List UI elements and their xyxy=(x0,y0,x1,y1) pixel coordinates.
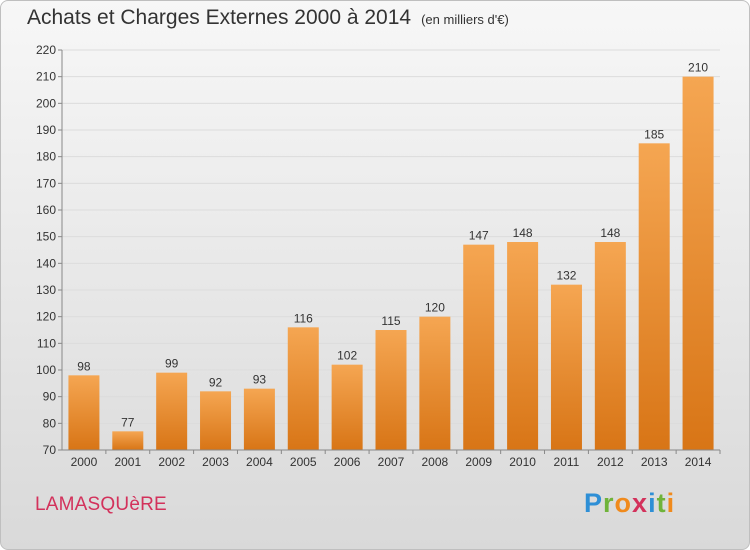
data-label: 210 xyxy=(688,61,708,75)
x-tick-label: 2000 xyxy=(71,455,98,469)
bar xyxy=(68,375,100,450)
data-label: 115 xyxy=(381,314,400,328)
y-tick-label: 70 xyxy=(43,443,57,457)
data-label: 148 xyxy=(513,226,533,240)
data-label: 102 xyxy=(337,349,357,363)
data-label: 185 xyxy=(644,127,664,141)
bar xyxy=(594,242,626,450)
y-tick-label: 190 xyxy=(36,123,56,137)
x-tick-label: 2002 xyxy=(158,455,185,469)
data-label: 148 xyxy=(600,226,620,240)
y-tick-label: 210 xyxy=(36,70,56,84)
y-tick-label: 110 xyxy=(37,336,56,350)
proxiti-logo: Proxiti xyxy=(584,488,675,519)
data-label: 116 xyxy=(294,311,313,325)
y-tick-label: 90 xyxy=(43,390,57,404)
logo-letter: i xyxy=(648,488,657,518)
y-tick-label: 140 xyxy=(36,256,56,270)
x-tick-label: 2008 xyxy=(422,455,449,469)
x-tick-label: 2007 xyxy=(378,455,405,469)
data-label: 98 xyxy=(77,359,91,373)
data-labels: 98 77 99 92 93 116 102 115 120 147 148 132 148 185 210 xyxy=(77,61,708,430)
data-label: 92 xyxy=(209,375,223,389)
y-tick-label: 150 xyxy=(36,230,56,244)
y-tick-label: 130 xyxy=(36,283,56,297)
y-tick-label: 170 xyxy=(36,176,56,190)
x-tick-label: 2014 xyxy=(685,455,712,469)
x-tick-label: 2013 xyxy=(641,455,668,469)
logo-letter: P xyxy=(584,488,604,518)
logo-letter: o xyxy=(614,488,633,518)
y-tick-label: 80 xyxy=(43,416,57,430)
bar xyxy=(112,431,144,450)
x-tick-label: 2011 xyxy=(554,455,580,469)
data-label: 77 xyxy=(121,415,135,429)
bar xyxy=(200,391,232,450)
data-label: 147 xyxy=(469,229,489,243)
bar xyxy=(463,244,495,450)
y-tick-label: 120 xyxy=(36,310,56,324)
title-text: Achats et Charges Externes 2000 à 2014 xyxy=(27,6,412,29)
x-tick-label: 2009 xyxy=(465,455,492,469)
x-tick-label: 2001 xyxy=(114,455,141,469)
x-tick-label: 2012 xyxy=(597,455,624,469)
bar xyxy=(287,327,319,450)
city-name: LAMASQUèRE xyxy=(35,494,167,515)
data-label: 132 xyxy=(556,269,576,283)
x-tick-label: 2004 xyxy=(246,455,273,469)
bar xyxy=(638,143,670,451)
bar xyxy=(419,316,451,450)
axes: 7080901001101201301401501601701801902002… xyxy=(36,43,721,469)
bar xyxy=(156,372,188,450)
x-tick-label: 2006 xyxy=(334,455,361,469)
y-tick-label: 200 xyxy=(36,96,56,110)
bar xyxy=(550,284,582,450)
x-tick-label: 2010 xyxy=(509,455,536,469)
bar xyxy=(243,388,275,450)
x-tick-label: 2005 xyxy=(290,455,317,469)
y-tick-label: 100 xyxy=(36,363,56,377)
y-tick-label: 180 xyxy=(36,150,56,164)
bar xyxy=(331,364,363,450)
chart-title: Achats et Charges Externes 2000 à 2014 (e… xyxy=(27,6,509,30)
logo-letter: i xyxy=(666,488,676,518)
x-tick-label: 2003 xyxy=(202,455,229,469)
y-tick-label: 220 xyxy=(36,43,56,57)
data-label: 99 xyxy=(165,357,179,371)
bar xyxy=(682,76,714,451)
data-label: 93 xyxy=(253,373,267,387)
y-tick-label: 160 xyxy=(36,203,56,217)
bar xyxy=(375,330,407,450)
chart-subtitle: (en milliers d'€) xyxy=(421,12,509,27)
bar xyxy=(507,242,539,450)
logo-letter: r xyxy=(603,488,615,518)
logo-letter: t xyxy=(656,488,667,518)
bars xyxy=(68,76,714,451)
data-label: 120 xyxy=(425,301,445,315)
logo-letter: x xyxy=(632,488,649,518)
